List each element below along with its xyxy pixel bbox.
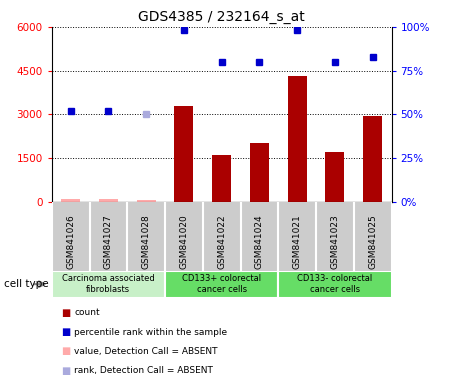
Title: GDS4385 / 232164_s_at: GDS4385 / 232164_s_at (138, 10, 305, 25)
Bar (99, 199, 118, 202)
Text: rank, Detection Call = ABSENT: rank, Detection Call = ABSENT (74, 366, 213, 375)
Bar (278, 271, 392, 298)
Text: CD133+ colorectal
cancer cells: CD133+ colorectal cancer cells (182, 275, 261, 294)
Bar (325, 152, 344, 202)
Text: value, Detection Call = ABSENT: value, Detection Call = ABSENT (74, 347, 218, 356)
Text: GSM841024: GSM841024 (255, 215, 264, 269)
Text: GSM841028: GSM841028 (142, 215, 151, 269)
Text: ■: ■ (61, 327, 70, 337)
Text: cell type: cell type (4, 279, 49, 289)
Bar (52, 271, 165, 298)
Bar (363, 116, 382, 202)
Bar (250, 143, 269, 202)
Text: percentile rank within the sample: percentile rank within the sample (74, 328, 227, 337)
Text: GSM841027: GSM841027 (104, 215, 113, 269)
Bar (288, 76, 306, 202)
Text: GSM841023: GSM841023 (330, 215, 339, 269)
Text: count: count (74, 308, 100, 318)
Text: GSM841022: GSM841022 (217, 215, 226, 269)
Text: GSM841020: GSM841020 (180, 215, 189, 269)
Text: CD133- colorectal
cancer cells: CD133- colorectal cancer cells (297, 275, 373, 294)
Bar (137, 200, 156, 202)
Bar (175, 106, 194, 202)
Text: ■: ■ (61, 366, 70, 376)
Text: ■: ■ (61, 308, 70, 318)
Text: GSM841021: GSM841021 (292, 215, 302, 269)
Bar (165, 271, 278, 298)
Text: ■: ■ (61, 346, 70, 356)
Text: GSM841025: GSM841025 (368, 215, 377, 269)
Bar (61, 199, 80, 202)
Bar (212, 155, 231, 202)
Text: Carcinoma associated
fibroblasts: Carcinoma associated fibroblasts (62, 275, 155, 294)
Text: GSM841026: GSM841026 (66, 215, 75, 269)
